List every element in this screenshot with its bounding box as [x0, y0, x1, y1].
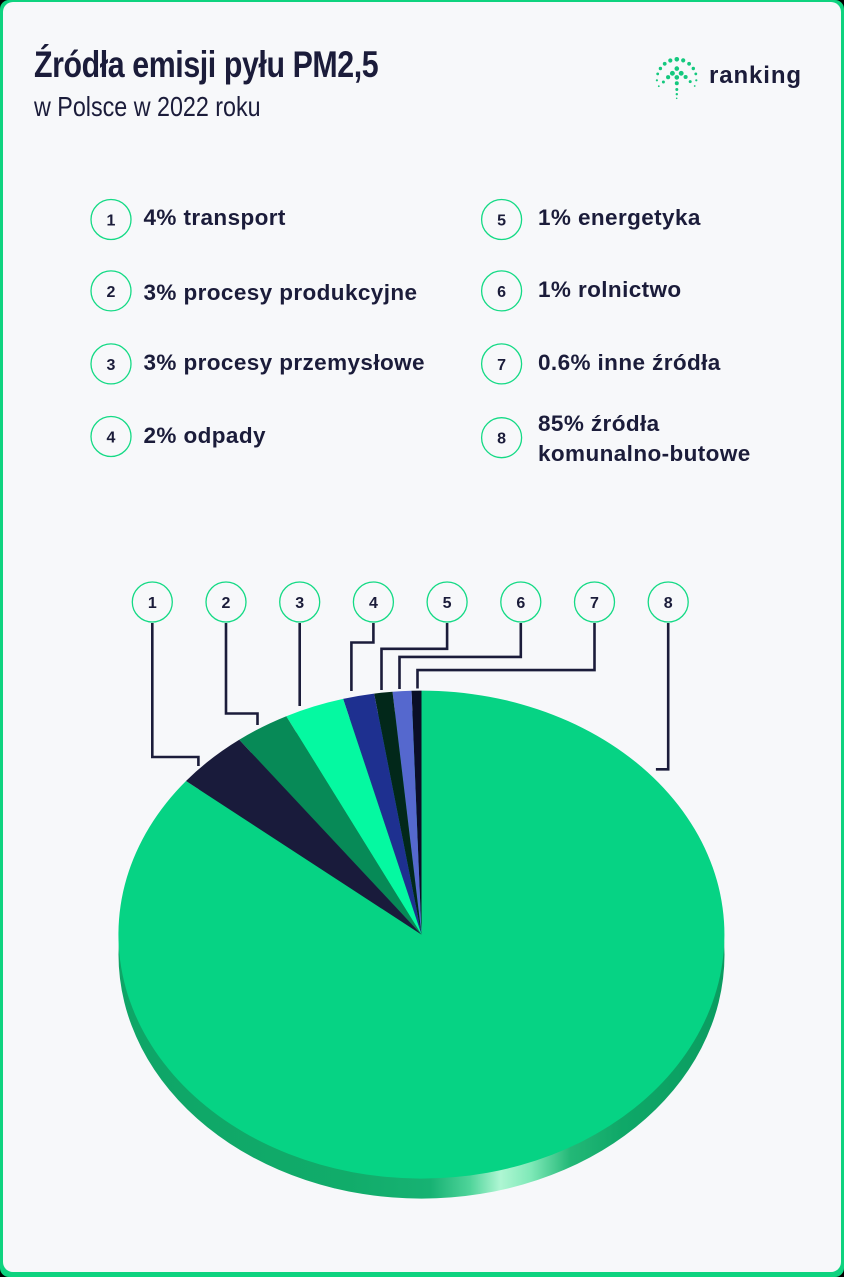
svg-text:2: 2 — [222, 595, 231, 612]
svg-text:7: 7 — [590, 595, 599, 612]
svg-text:5: 5 — [497, 213, 506, 230]
svg-text:4: 4 — [107, 430, 116, 447]
svg-text:6: 6 — [497, 284, 506, 301]
svg-text:2: 2 — [107, 284, 116, 301]
svg-text:3: 3 — [107, 357, 116, 374]
svg-text:6: 6 — [516, 595, 525, 612]
svg-text:3: 3 — [295, 595, 304, 612]
svg-text:8: 8 — [497, 431, 506, 448]
svg-text:5: 5 — [443, 595, 452, 612]
svg-text:7: 7 — [497, 357, 506, 374]
svg-text:8: 8 — [664, 595, 673, 612]
svg-text:1: 1 — [148, 595, 157, 612]
svg-text:1: 1 — [107, 213, 116, 230]
svg-text:4: 4 — [369, 595, 378, 612]
